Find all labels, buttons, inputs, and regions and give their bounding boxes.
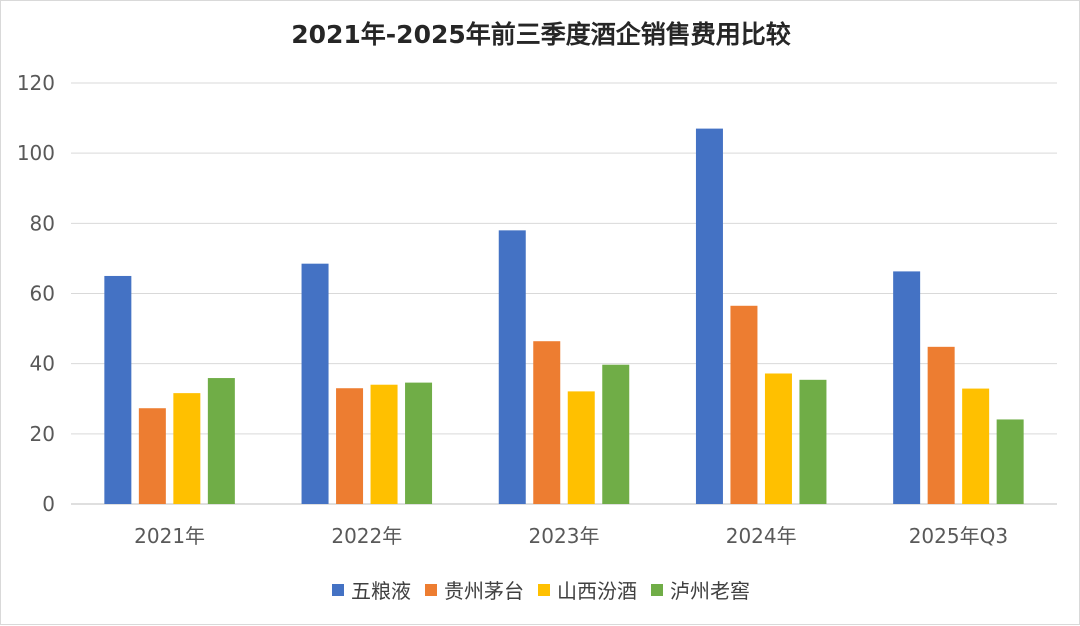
bar bbox=[138, 408, 166, 504]
x-tick-label: 2021年 bbox=[134, 524, 205, 548]
bar bbox=[799, 379, 827, 504]
y-tick-label: 0 bbox=[42, 492, 55, 516]
bar bbox=[498, 230, 526, 504]
bar bbox=[695, 128, 723, 504]
legend-swatch bbox=[651, 583, 663, 596]
bar bbox=[370, 384, 398, 504]
legend-item: 泸州老窖 bbox=[651, 575, 750, 604]
legend-label: 山西汾酒 bbox=[557, 579, 637, 603]
x-tick-label: 2024年 bbox=[726, 524, 797, 548]
bar bbox=[927, 346, 955, 504]
x-tick-label: 2023年 bbox=[529, 524, 600, 548]
bar bbox=[104, 275, 132, 504]
bar bbox=[301, 263, 329, 504]
bar bbox=[730, 305, 758, 504]
legend-label: 泸州老窖 bbox=[670, 579, 750, 603]
y-tick-label: 100 bbox=[17, 141, 55, 165]
legend-item: 山西汾酒 bbox=[538, 575, 637, 604]
bar bbox=[996, 419, 1024, 504]
legend-item: 贵州茅台 bbox=[425, 575, 524, 604]
bar bbox=[533, 341, 561, 504]
bar bbox=[602, 364, 630, 504]
x-tick-label: 2022年 bbox=[331, 524, 402, 548]
bar bbox=[405, 382, 433, 504]
legend-swatch bbox=[332, 583, 344, 596]
bar bbox=[336, 388, 364, 504]
y-tick-label: 60 bbox=[30, 282, 55, 306]
bar bbox=[173, 393, 201, 504]
bar bbox=[567, 391, 595, 504]
bar bbox=[764, 373, 792, 504]
legend-item: 五粮液 bbox=[332, 575, 411, 604]
bar bbox=[962, 388, 990, 504]
y-tick-label: 80 bbox=[30, 211, 55, 235]
bar bbox=[207, 378, 235, 504]
legend-swatch bbox=[425, 583, 437, 596]
x-tick-label: 2025年Q3 bbox=[909, 524, 1008, 548]
legend-swatch bbox=[538, 583, 550, 596]
y-tick-label: 120 bbox=[17, 71, 55, 95]
legend-label: 贵州茅台 bbox=[444, 579, 524, 603]
y-tick-label: 40 bbox=[30, 352, 55, 376]
chart-legend: 五粮液 贵州茅台 山西汾酒 泸州老窖 bbox=[1, 575, 1080, 604]
bar bbox=[893, 271, 921, 504]
legend-label: 五粮液 bbox=[351, 579, 411, 603]
chart-title: 2021年-2025年前三季度酒企销售费用比较 bbox=[291, 20, 791, 49]
y-tick-label: 20 bbox=[30, 422, 55, 446]
